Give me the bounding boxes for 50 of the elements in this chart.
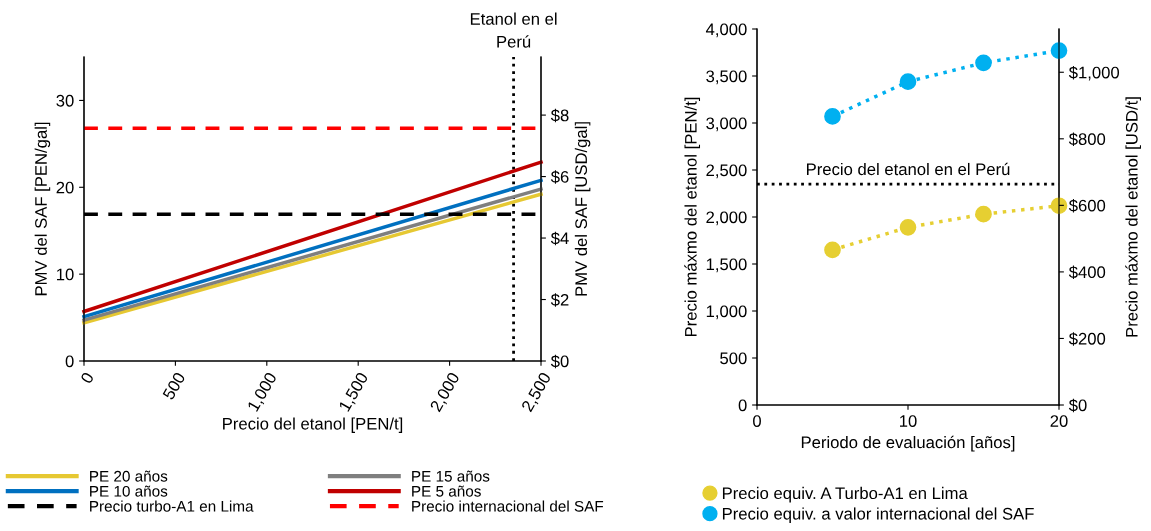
legend-label: PE 20 años [90,470,168,482]
y-tick-label: 500 [720,352,747,365]
y-tick-label: 3,000 [706,117,747,132]
y-tick-label: 30 [56,94,74,107]
y-tick-label: 1,000 [706,305,747,320]
y2-tick-label: $4 [550,231,569,246]
x-tick-label: 0 [80,371,95,385]
x-tick-label: 10 [900,415,917,427]
y2-tick-label: $800 [1068,132,1106,146]
x-axis-title: Periodo de evaluación [años] [801,435,1015,452]
y2-tick-label: $0 [1068,398,1087,413]
x-tick-label: 20 [1050,415,1068,427]
y-tick-label: 2,500 [706,164,747,179]
y-tick-label: 4,000 [705,23,747,38]
ref-line-label: Precio del etanol en el Perú [806,162,1010,176]
legend-label: Precio equiv. a valor internacional del SAF [722,507,1034,523]
y2-tick-label: $600 [1068,199,1106,213]
legend-label: PE 15 años [412,470,490,482]
x-tick-label: 0 [753,415,761,427]
y-tick-label: 10 [57,268,74,281]
legend-label: Precio equiv. A Turbo-A1 en Lima [722,486,968,503]
point [824,241,841,259]
y2-tick-label: $6 [550,170,569,184]
point [824,108,841,125]
y-axis-title: Precio máxmo del etanol [PEN/t] [684,97,701,337]
ref-line-label: Etanol en el Perú [470,12,557,48]
legend-label: PE 5 años [412,485,481,497]
y2-tick-label: $2 [550,293,569,307]
y-tick-label: 1,500 [706,258,747,273]
y2-tick-label: $400 [1068,265,1106,280]
y2-axis-title: Precio máxmo del etanol [USD/t] [1125,97,1141,337]
y2-axis-title: PMV del SAF [USD/gal] [574,122,591,296]
y2-tick-label: $200 [1068,332,1106,346]
y-tick-label: 20 [56,181,74,194]
y2-tick-label: $1,000 [1068,65,1120,81]
y2-tick-label: $8 [550,108,569,123]
y-tick-label: 3,500 [706,70,747,85]
legend-label: PE 10 años [90,485,168,497]
x-axis-title: Precio del etanol [PEN/t] [223,417,403,433]
legend-label: Precio turbo-A1 en Lima [90,500,254,512]
y2-tick-label: $0 [550,354,569,369]
legend-label: Precio internacional del SAF [412,500,604,512]
point [899,73,917,90]
point [899,219,917,236]
x-tick-label: 500 [162,371,186,401]
y-tick-label: 2,000 [706,211,747,226]
point [975,54,992,72]
point [975,205,992,223]
y-axis-title: PMV del SAF [PEN/gal] [34,122,51,296]
y-tick-label: 0 [65,355,74,368]
